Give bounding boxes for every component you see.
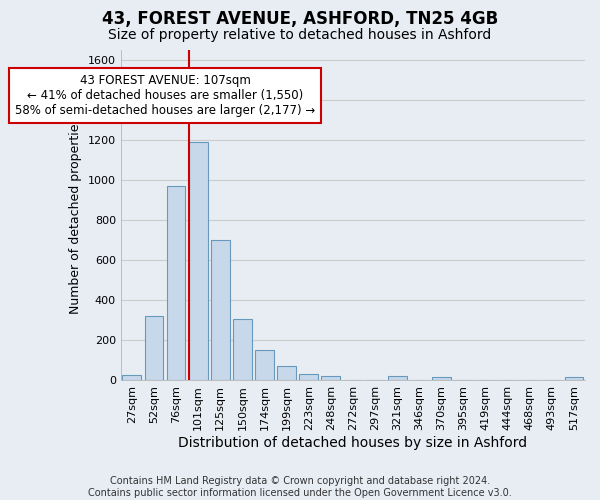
Bar <box>255 350 274 380</box>
Bar <box>233 320 252 380</box>
Bar <box>122 376 141 380</box>
Bar <box>211 240 230 380</box>
Text: Size of property relative to detached houses in Ashford: Size of property relative to detached ho… <box>109 28 491 42</box>
Bar <box>167 186 185 380</box>
Bar <box>565 378 583 380</box>
Bar <box>189 142 208 380</box>
X-axis label: Distribution of detached houses by size in Ashford: Distribution of detached houses by size … <box>178 436 527 450</box>
Text: 43 FOREST AVENUE: 107sqm
← 41% of detached houses are smaller (1,550)
58% of sem: 43 FOREST AVENUE: 107sqm ← 41% of detach… <box>15 74 315 117</box>
Y-axis label: Number of detached properties: Number of detached properties <box>69 116 82 314</box>
Bar <box>432 378 451 380</box>
Bar <box>388 376 407 380</box>
Bar <box>299 374 318 380</box>
Text: 43, FOREST AVENUE, ASHFORD, TN25 4GB: 43, FOREST AVENUE, ASHFORD, TN25 4GB <box>102 10 498 28</box>
Bar <box>145 316 163 380</box>
Bar <box>322 376 340 380</box>
Bar <box>277 366 296 380</box>
Text: Contains HM Land Registry data © Crown copyright and database right 2024.
Contai: Contains HM Land Registry data © Crown c… <box>88 476 512 498</box>
